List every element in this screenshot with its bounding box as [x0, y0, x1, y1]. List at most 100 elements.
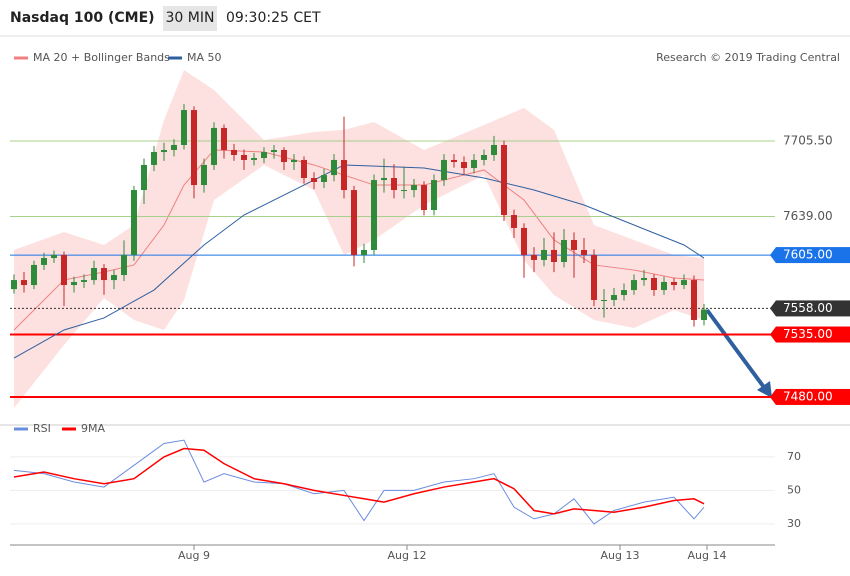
candle-body — [101, 268, 107, 281]
time: 09:30:25 CET — [226, 10, 321, 26]
candle-body — [211, 127, 217, 165]
candle-body — [141, 164, 147, 191]
candle-body — [661, 281, 667, 291]
candle-body — [251, 158, 257, 160]
level-label-pointer — [770, 247, 776, 264]
forecast-arrow — [705, 308, 768, 392]
header-bar — [0, 0, 850, 36]
candle-body — [441, 159, 447, 181]
candle-body — [451, 159, 457, 163]
candle-body — [551, 249, 557, 262]
interval-box[interactable] — [163, 6, 217, 31]
candle-body — [491, 144, 497, 155]
candle-body — [381, 178, 387, 181]
rsi-tick-label: 50 — [787, 483, 801, 496]
level-label: 7535.00 — [783, 327, 833, 341]
candle-body — [91, 268, 97, 281]
candle-body — [621, 290, 627, 296]
level-label-pointer — [770, 326, 776, 343]
candle-body — [671, 281, 677, 286]
x-tick-label: Aug 12 — [388, 549, 427, 562]
candle-body — [391, 178, 397, 191]
level-label: 7558.00 — [783, 301, 833, 315]
candle-body — [221, 127, 227, 150]
candle-body — [21, 280, 27, 286]
candle-body — [561, 239, 567, 262]
candle-body — [571, 239, 577, 250]
legend-label: 9MA — [81, 422, 105, 435]
candle-body — [311, 178, 317, 182]
candle-body — [611, 295, 617, 301]
legend-label: MA 20 + Bollinger Bands — [33, 51, 170, 64]
candle-body — [61, 254, 67, 286]
level-label: 7639.00 — [783, 209, 833, 223]
candle-body — [531, 254, 537, 260]
candle-body — [261, 152, 267, 159]
candle-body — [361, 249, 367, 255]
forecast-arrowhead — [757, 381, 772, 398]
candle-body — [501, 144, 507, 216]
candle-body — [541, 249, 547, 260]
candle-body — [461, 162, 467, 169]
candle-body — [271, 149, 277, 153]
level-label-pointer — [770, 388, 776, 405]
candle-body — [51, 254, 57, 259]
candle-body — [291, 159, 297, 163]
candle-body — [691, 280, 697, 320]
candle-body — [581, 249, 587, 255]
candle-body — [231, 149, 237, 155]
candle-body — [351, 190, 357, 255]
candle-body — [31, 264, 37, 286]
candle-body — [191, 110, 197, 186]
candle-body — [121, 254, 127, 276]
candle-body — [131, 190, 137, 255]
bollinger-band — [14, 69, 704, 408]
rsi-tick-label: 30 — [787, 517, 801, 530]
candle-body — [181, 110, 187, 145]
candle-body — [301, 159, 307, 179]
legend-label: MA 50 — [187, 51, 222, 64]
candle-body — [401, 190, 407, 192]
candle-body — [701, 309, 707, 320]
candle-body — [161, 149, 167, 153]
candle-body — [341, 159, 347, 191]
level-label: 7705.50 — [783, 134, 833, 148]
level-label-box — [776, 388, 850, 405]
x-tick-label: Aug 14 — [688, 549, 727, 562]
candle-body — [631, 280, 637, 291]
rsi-tick-label: 70 — [787, 450, 801, 463]
x-tick-label: Aug 9 — [178, 549, 210, 562]
candle-body — [331, 159, 337, 176]
credit: Research © 2019 Trading Central — [656, 51, 840, 64]
candle-body — [591, 254, 597, 301]
level-label: 7605.00 — [783, 248, 833, 262]
level-label: 7480.00 — [783, 389, 833, 403]
chart-title: Nasdaq 100 (CME) — [10, 10, 155, 26]
candle-body — [431, 180, 437, 211]
candle-body — [411, 185, 417, 191]
level-label-pointer — [770, 300, 776, 317]
level-label-box — [776, 326, 850, 343]
candle-body — [201, 164, 207, 186]
candle-body — [521, 227, 527, 255]
interval[interactable]: 30 MIN — [166, 10, 215, 26]
candle-body — [281, 149, 287, 163]
candle-body — [601, 300, 607, 302]
candle-body — [71, 281, 77, 286]
candle-body — [81, 280, 87, 282]
candle-body — [111, 275, 117, 281]
candle-body — [641, 278, 647, 281]
candle-body — [481, 154, 487, 160]
candle-body — [471, 159, 477, 169]
level-label-box — [776, 247, 850, 264]
candle-body — [171, 144, 177, 150]
candle-body — [41, 258, 47, 265]
candle-body — [151, 152, 157, 165]
legend-label: RSI — [33, 422, 51, 435]
candle-body — [511, 215, 517, 228]
candle-body — [321, 175, 327, 182]
candle-body — [11, 280, 17, 290]
rsi-line — [13, 439, 705, 525]
candle-body — [651, 278, 657, 291]
